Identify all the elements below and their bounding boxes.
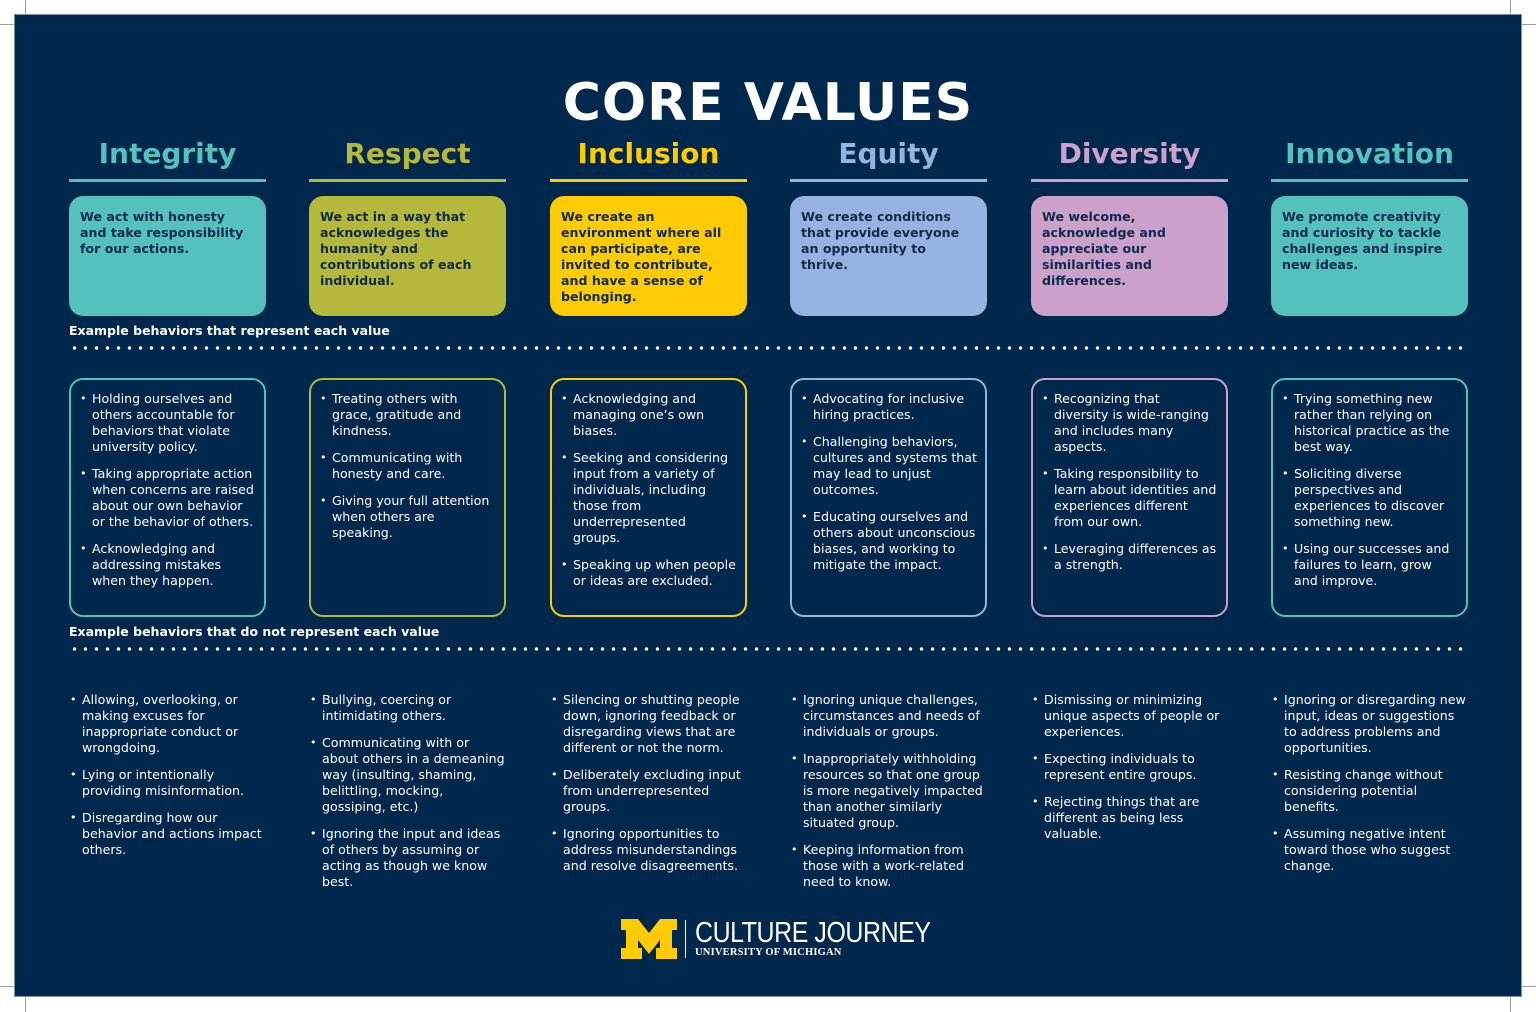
list-item: Dismissing or minimizing unique aspects … bbox=[1031, 692, 1228, 740]
crop-mark bbox=[1510, 994, 1511, 1012]
value-description-inclusion: We create an environment where all can p… bbox=[550, 196, 747, 316]
crop-mark bbox=[25, 994, 26, 1012]
value-title-integrity: Integrity bbox=[98, 137, 237, 170]
value-underline bbox=[1031, 179, 1228, 182]
brand-name: CULTURE JOURNEY bbox=[695, 917, 931, 949]
list-item: Trying something new rather than relying… bbox=[1281, 391, 1458, 455]
value-description-innovation: We promote creativity and curiosity to t… bbox=[1271, 196, 1468, 316]
crop-mark bbox=[1510, 0, 1511, 18]
represent-box-diversity: Recognizing that diversity is wide-rangi… bbox=[1031, 378, 1228, 617]
list-item: Ignoring unique challenges, circumstance… bbox=[790, 692, 987, 740]
value-description-diversity: We welcome, acknowledge and appreciate o… bbox=[1031, 196, 1228, 316]
list-item: Soliciting diverse perspectives and expe… bbox=[1281, 466, 1458, 530]
not-represent-list: Silencing or shutting people down, ignor… bbox=[550, 692, 747, 874]
not-represent-list-inclusion: Silencing or shutting people down, ignor… bbox=[550, 692, 747, 885]
dotted-divider bbox=[69, 647, 1469, 651]
list-item: Acknowledging and addressing mistakes wh… bbox=[79, 541, 256, 589]
list-item: Ignoring opportunities to address misund… bbox=[550, 826, 747, 874]
list-item: Allowing, overlooking, or making excuses… bbox=[69, 692, 266, 756]
not-represent-list-respect: Bullying, coercing or intimidating other… bbox=[309, 692, 506, 901]
list-item: Educating ourselves and others about unc… bbox=[800, 509, 977, 573]
culture-journey-logo: CULTURE JOURNEY UNIVERSITY OF MICHIGAN bbox=[621, 917, 931, 961]
not-represent-list-innovation: Ignoring or disregarding new input, idea… bbox=[1271, 692, 1468, 885]
not-represent-list-integrity: Allowing, overlooking, or making excuses… bbox=[69, 692, 266, 869]
list-item: Challenging behaviors, cultures and syst… bbox=[800, 434, 977, 498]
list-item: Ignoring or disregarding new input, idea… bbox=[1271, 692, 1468, 756]
list-item: Speaking up when people or ideas are exc… bbox=[560, 557, 737, 589]
dotted-divider bbox=[69, 346, 1469, 350]
crop-mark bbox=[1518, 986, 1536, 987]
not-represent-list-diversity: Dismissing or minimizing unique aspects … bbox=[1031, 692, 1228, 853]
represent-box-equity: Advocating for inclusive hiring practice… bbox=[790, 378, 987, 617]
list-item: Advocating for inclusive hiring practice… bbox=[800, 391, 977, 423]
value-underline bbox=[550, 179, 747, 182]
represent-list: Recognizing that diversity is wide-rangi… bbox=[1041, 391, 1218, 573]
list-item: Deliberately excluding input from underr… bbox=[550, 767, 747, 815]
list-item: Lying or intentionally providing misinfo… bbox=[69, 767, 266, 799]
crop-mark bbox=[0, 986, 18, 987]
represent-box-integrity: Holding ourselves and others accountable… bbox=[69, 378, 266, 617]
list-item: Silencing or shutting people down, ignor… bbox=[550, 692, 747, 756]
list-item: Disregarding how our behavior and action… bbox=[69, 810, 266, 858]
value-underline bbox=[790, 179, 987, 182]
value-underline bbox=[309, 179, 506, 182]
list-item: Using our successes and failures to lear… bbox=[1281, 541, 1458, 589]
not-represent-list: Dismissing or minimizing unique aspects … bbox=[1031, 692, 1228, 842]
list-item: Ignoring the input and ideas of others b… bbox=[309, 826, 506, 890]
value-underline bbox=[1271, 179, 1468, 182]
list-item: Taking appropriate action when concerns … bbox=[79, 466, 256, 530]
core-values-poster: CORE VALUES Integrity We act with honesty… bbox=[14, 14, 1522, 997]
brand-subtitle: UNIVERSITY OF MICHIGAN bbox=[695, 947, 842, 958]
represent-section-label: Example behaviors that represent each va… bbox=[69, 323, 390, 338]
list-item: Giving your full attention when others a… bbox=[319, 493, 496, 541]
list-item: Leveraging differences as a strength. bbox=[1041, 541, 1218, 573]
value-description-integrity: We act with honesty and take responsibil… bbox=[69, 196, 266, 316]
list-item: Seeking and considering input from a var… bbox=[560, 450, 737, 546]
represent-list: Treating others with grace, gratitude an… bbox=[319, 391, 496, 541]
list-item: Communicating with or about others in a … bbox=[309, 735, 506, 815]
value-description-respect: We act in a way that acknowledges the hu… bbox=[309, 196, 506, 316]
represent-box-inclusion: Acknowledging and managing one’s own bia… bbox=[550, 378, 747, 617]
represent-list: Trying something new rather than relying… bbox=[1281, 391, 1458, 589]
represent-list: Holding ourselves and others accountable… bbox=[79, 391, 256, 589]
represent-box-respect: Treating others with grace, gratitude an… bbox=[309, 378, 506, 617]
value-title-respect: Respect bbox=[344, 137, 471, 170]
not-represent-list: Allowing, overlooking, or making excuses… bbox=[69, 692, 266, 858]
list-item: Inappropriately withholding resources so… bbox=[790, 751, 987, 831]
value-title-inclusion: Inclusion bbox=[577, 137, 720, 170]
not-represent-section-label: Example behaviors that do not represent … bbox=[69, 624, 440, 639]
value-underline bbox=[69, 179, 266, 182]
list-item: Treating others with grace, gratitude an… bbox=[319, 391, 496, 439]
logo-divider bbox=[685, 920, 686, 958]
value-title-diversity: Diversity bbox=[1058, 137, 1201, 170]
value-description-equity: We create conditions that provide everyo… bbox=[790, 196, 987, 316]
value-title-equity: Equity bbox=[838, 137, 939, 170]
list-item: Taking responsibility to learn about ide… bbox=[1041, 466, 1218, 530]
represent-box-innovation: Trying something new rather than relying… bbox=[1271, 378, 1468, 617]
crop-mark bbox=[0, 24, 18, 25]
block-m-icon bbox=[621, 919, 677, 959]
not-represent-list: Ignoring or disregarding new input, idea… bbox=[1271, 692, 1468, 874]
list-item: Holding ourselves and others accountable… bbox=[79, 391, 256, 455]
list-item: Expecting individuals to represent entir… bbox=[1031, 751, 1228, 783]
represent-list: Advocating for inclusive hiring practice… bbox=[800, 391, 977, 573]
list-item: Acknowledging and managing one’s own bia… bbox=[560, 391, 737, 439]
not-represent-list: Bullying, coercing or intimidating other… bbox=[309, 692, 506, 890]
list-item: Recognizing that diversity is wide-rangi… bbox=[1041, 391, 1218, 455]
represent-list: Acknowledging and managing one’s own bia… bbox=[560, 391, 737, 589]
not-represent-list: Ignoring unique challenges, circumstance… bbox=[790, 692, 987, 890]
list-item: Communicating with honesty and care. bbox=[319, 450, 496, 482]
list-item: Bullying, coercing or intimidating other… bbox=[309, 692, 506, 724]
crop-mark bbox=[1518, 24, 1536, 25]
list-item: Keeping information from those with a wo… bbox=[790, 842, 987, 890]
list-item: Resisting change without considering pot… bbox=[1271, 767, 1468, 815]
crop-mark bbox=[25, 0, 26, 18]
value-title-innovation: Innovation bbox=[1285, 137, 1454, 170]
page-title: CORE VALUES bbox=[562, 73, 974, 133]
list-item: Assuming negative intent toward those wh… bbox=[1271, 826, 1468, 874]
list-item: Rejecting things that are different as b… bbox=[1031, 794, 1228, 842]
not-represent-list-equity: Ignoring unique challenges, circumstance… bbox=[790, 692, 987, 901]
